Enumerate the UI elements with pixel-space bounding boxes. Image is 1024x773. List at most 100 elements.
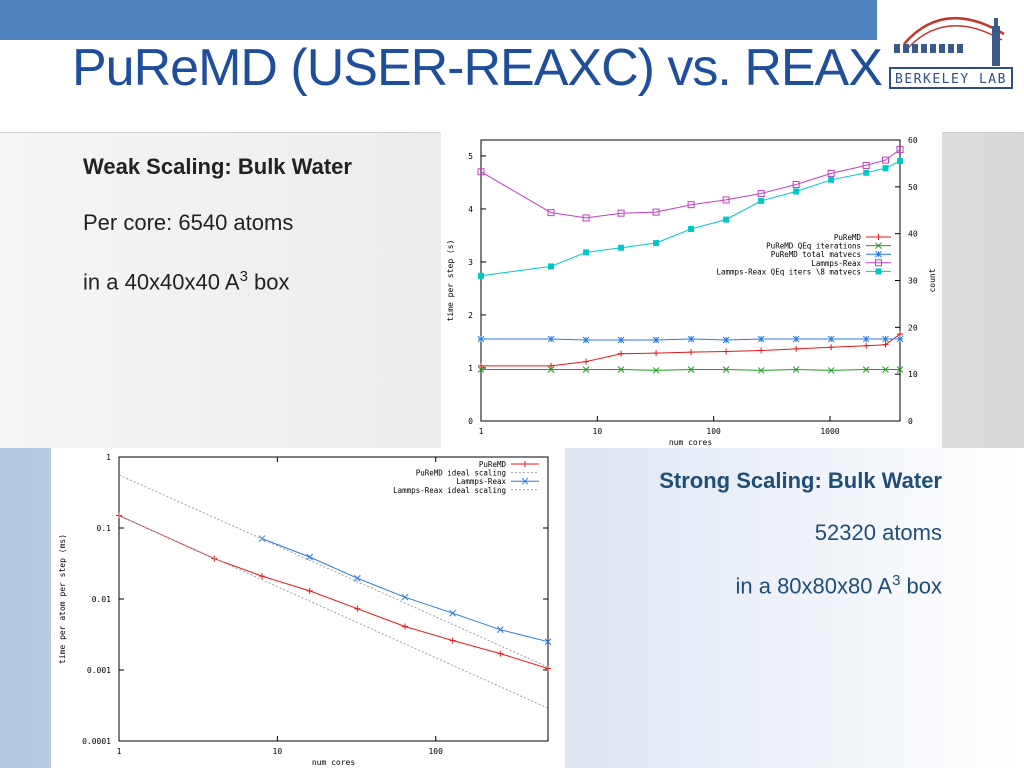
data-point-puremd xyxy=(402,623,408,630)
data-point-lammps-reax xyxy=(687,201,695,209)
data-point-puremd-total-matvecs xyxy=(896,335,904,343)
data-point-puremd xyxy=(688,349,695,356)
y2-tick-label: 10 xyxy=(908,370,918,379)
y2-tick-label: 30 xyxy=(908,277,918,286)
y-tick-label: 1 xyxy=(468,364,473,373)
y-tick-label: 5 xyxy=(468,152,473,161)
data-point-lammps-reax-qeq-iters-8-matvecs xyxy=(478,272,484,279)
data-point-lammps-reax xyxy=(582,214,590,222)
data-point-puremd-total-matvecs xyxy=(477,335,485,343)
y-tick-label: 4 xyxy=(468,205,473,214)
x-tick-label: 10 xyxy=(593,427,603,436)
data-point-puremd xyxy=(548,362,555,369)
data-point-puremd xyxy=(863,342,870,349)
data-point-puremd-qeq-iterations xyxy=(827,367,835,374)
data-point-lammps-reax-qeq-iters-8-matvecs xyxy=(548,263,555,270)
y-tick-label: 0.01 xyxy=(92,595,111,604)
data-point-puremd-qeq-iterations xyxy=(582,366,590,373)
data-point-puremd xyxy=(306,587,313,594)
legend-label: Lammps-Reax xyxy=(811,259,861,268)
data-point-puremd-qeq-iterations xyxy=(617,366,625,373)
data-point-lammps-reax-qeq-iters-8-matvecs xyxy=(828,176,835,183)
data-point-puremd xyxy=(478,362,484,369)
data-point-lammps-reax xyxy=(862,161,870,169)
weak-atoms-per-core: Per core: 6540 atoms xyxy=(83,210,294,235)
y2-tick-label: 50 xyxy=(908,183,918,192)
data-point-puremd-qeq-iterations xyxy=(687,366,695,373)
series-line-lammps-reax-ideal-scaling xyxy=(118,474,549,668)
strong-scaling-chart: 1 10 100 0.0001 0.001 0.01 0.1 1 num cores time p… xyxy=(51,448,565,768)
logo-text: BERKELEY LAB xyxy=(895,72,1007,87)
legend-label: PuReMD xyxy=(479,460,507,469)
data-point-lammps-reax xyxy=(547,209,555,217)
data-point-lammps-reax-qeq-iters-8-matvecs xyxy=(882,165,889,172)
legend-label: Lammps-Reax ideal scaling xyxy=(393,486,506,495)
data-point-lammps-reax-qeq-iters-8-matvecs xyxy=(863,169,870,176)
data-point-lammps-reax xyxy=(401,593,409,601)
data-point-puremd-qeq-iterations xyxy=(896,366,904,373)
data-point-lammps-reax-qeq-iters-8-matvecs xyxy=(653,240,660,247)
legend-label: PuReMD ideal scaling xyxy=(416,469,506,478)
y-axis-label: time per atom per step (ms) xyxy=(58,534,67,664)
data-point-puremd xyxy=(828,344,835,351)
data-point-lammps-reax-qeq-iters-8-matvecs xyxy=(618,244,625,251)
legend-label: Lammps-Reax xyxy=(456,477,506,486)
x-tick-label: 1000 xyxy=(820,427,839,436)
series-line-lammps-reax xyxy=(480,149,901,219)
data-point-lammps-reax xyxy=(792,181,800,189)
data-point-lammps-reax xyxy=(881,156,889,164)
legend-marker xyxy=(875,259,882,267)
legend-label: Lammps-Reax QEq iters \8 matvecs xyxy=(717,267,862,276)
legend-label: PuReMD QEq iterations xyxy=(766,242,861,251)
data-point-puremd xyxy=(259,573,265,580)
plot-frame xyxy=(480,139,901,422)
data-point-puremd-total-matvecs xyxy=(757,335,765,343)
y2-tick-label: 40 xyxy=(908,230,918,239)
data-point-lammps-reax xyxy=(544,638,552,646)
strong-scaling-chart-svg: 1 10 100 0.0001 0.001 0.01 0.1 1 num cores time p… xyxy=(58,453,552,767)
y-tick-label: 0.0001 xyxy=(82,737,111,746)
berkeley-lab-logo: BERKELEY LAB xyxy=(884,4,1016,92)
legend-label: PuReMD total matvecs xyxy=(771,250,861,259)
y-tick-label: 0.001 xyxy=(87,666,111,675)
y-axis-label: time per step (s) xyxy=(446,240,455,322)
top-accent-bar xyxy=(0,0,877,40)
data-point-puremd-total-matvecs xyxy=(617,336,625,344)
y2-tick-label: 0 xyxy=(908,417,913,426)
data-point-lammps-reax xyxy=(722,196,730,204)
weak-scaling-text: Weak Scaling: Bulk Water Per core: 6540 … xyxy=(83,154,352,295)
data-point-puremd xyxy=(882,341,889,348)
slide-title: PuReMD (USER-REAXC) vs. REAX xyxy=(72,39,883,97)
data-point-puremd xyxy=(723,348,730,355)
data-point-puremd-total-matvecs xyxy=(882,335,889,343)
data-point-lammps-reax xyxy=(757,190,765,198)
weak-box-size: in a 40x40x40 A3 box xyxy=(83,268,290,295)
y2-tick-label: 20 xyxy=(908,323,918,332)
x-tick-label: 1 xyxy=(479,427,484,436)
strong-scaling-text: Strong Scaling: Bulk Water 52320 atoms i… xyxy=(659,468,942,599)
data-point-puremd-qeq-iterations xyxy=(882,366,889,373)
data-point-lammps-reax-qeq-iters-8-matvecs xyxy=(758,197,765,204)
data-point-puremd-qeq-iterations xyxy=(722,366,730,373)
legend-marker xyxy=(875,250,882,258)
x-axis-label: num cores xyxy=(669,438,713,447)
data-point-lammps-reax xyxy=(617,209,625,217)
data-point-puremd-qeq-iterations xyxy=(547,366,555,373)
weak-scaling-heading: Weak Scaling: Bulk Water xyxy=(83,154,352,179)
data-point-puremd-qeq-iterations xyxy=(652,367,660,374)
data-point-puremd xyxy=(583,358,590,365)
data-point-lammps-reax-qeq-iters-8-matvecs xyxy=(688,225,695,232)
data-point-puremd xyxy=(497,650,504,657)
strong-atom-count: 52320 atoms xyxy=(814,520,942,545)
x-axis-label: num cores xyxy=(312,758,356,767)
data-point-lammps-reax xyxy=(827,169,835,177)
plot-frame xyxy=(118,456,549,742)
data-point-puremd-qeq-iterations xyxy=(792,366,800,373)
y-tick-label: 2 xyxy=(468,311,473,320)
data-point-puremd-total-matvecs xyxy=(722,336,730,344)
x-tick-label: 100 xyxy=(428,747,443,756)
strong-box-size: in a 80x80x80 A3 box xyxy=(735,572,942,599)
data-point-puremd-qeq-iterations xyxy=(757,367,765,374)
strong-scaling-heading: Strong Scaling: Bulk Water xyxy=(659,468,942,493)
